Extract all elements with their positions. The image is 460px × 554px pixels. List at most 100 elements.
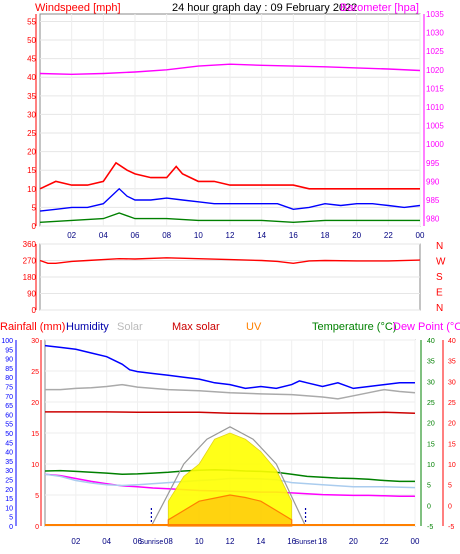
rain-tick-label: 20 (31, 400, 39, 407)
temperature-tick-label: 35 (427, 359, 435, 366)
top-series-line-1 (39, 187, 421, 212)
legend-dew-point: Dew Point (°C) (393, 321, 460, 333)
humidity-tick-label: 40 (5, 450, 13, 457)
temperature-tick-label: 30 (427, 379, 435, 386)
dew-point-tick-label: 30 (448, 379, 456, 386)
temperature-tick-label: 25 (427, 400, 435, 407)
legend-rainfall: Rainfall (mm) (0, 321, 65, 333)
top-chart-frame: 0510152025303540455055980985990995100010… (27, 10, 444, 240)
top-x-tick-label: 18 (321, 231, 330, 240)
compass-label: N (436, 241, 443, 252)
top-left-tick-label: 10 (27, 185, 36, 194)
top-left-tick-label: 45 (27, 55, 36, 64)
top-x-tick-label: 22 (384, 231, 393, 240)
humidity-tick-label: 55 (5, 422, 13, 429)
humidity-tick-label: 65 (5, 403, 13, 410)
top-x-tick-label: 12 (226, 231, 235, 240)
legend-uv: UV (246, 321, 262, 333)
sunrise-label: Sunrise (140, 539, 164, 546)
top-x-tick-label: 04 (99, 231, 108, 240)
humidity-tick-label: 60 (5, 412, 13, 419)
humidity-tick-label: 5 (9, 515, 13, 522)
dew-point-tick-label: 40 (448, 338, 456, 345)
legend-humidity: Humidity (66, 321, 109, 333)
chart-title: 24 hour graph day : 09 February 2022 (172, 2, 357, 14)
humidity-tick-label: 15 (5, 496, 13, 503)
bottom-x-tick-label: 08 (164, 537, 173, 546)
dew-point-tick-label: 0 (448, 503, 452, 510)
top-series-line-3 (39, 63, 421, 76)
sunset-label: Sunset (295, 539, 317, 546)
humidity-tick-label: 100 (1, 338, 13, 345)
temperature-tick-label: 15 (427, 441, 435, 448)
humidity-tick-label: 50 (5, 431, 13, 438)
dew-point-tick-label: 5 (448, 483, 452, 490)
title-left-axis: Windspeed [mph] (35, 2, 121, 14)
compass-label: W (436, 257, 446, 268)
top-right-tick-label: 1015 (426, 84, 444, 93)
compass-label: S (436, 272, 443, 283)
top-right-tick-label: 1000 (426, 140, 444, 149)
top-left-tick-label: 5 (32, 203, 37, 212)
top-left-tick-label: 35 (27, 92, 36, 101)
humidity-tick-label: 0 (9, 524, 13, 531)
bottom-x-tick-label: 22 (380, 537, 389, 546)
bottom-x-tick-label: 20 (349, 537, 358, 546)
humidity-tick-label: 75 (5, 385, 13, 392)
temperature-tick-label: 5 (427, 483, 431, 490)
humidity-tick-label: 80 (5, 375, 13, 382)
top-right-tick-label: 980 (426, 215, 440, 224)
direction-series-line-0 (39, 257, 421, 265)
dew-point-tick-label: -5 (448, 524, 454, 531)
top-right-tick-label: 1020 (426, 66, 444, 75)
top-series-line-2 (39, 212, 420, 224)
dew-point-tick-label: 10 (448, 462, 456, 469)
rain-tick-label: 30 (31, 338, 39, 345)
legend-solar: Solar (117, 321, 143, 333)
humidity-tick-label: 25 (5, 478, 13, 485)
top-left-tick-label: 55 (27, 17, 36, 26)
top-series-line-0 (39, 161, 420, 190)
dew-point-tick-label: 15 (448, 441, 456, 448)
top-left-tick-label: 40 (27, 73, 36, 82)
top-right-tick-label: 990 (426, 177, 440, 186)
top-right-tick-label: 995 (426, 159, 440, 168)
direction-tick-label: 360 (23, 240, 37, 249)
top-left-tick-label: 0 (32, 222, 37, 231)
top-x-tick-label: 06 (131, 231, 140, 240)
bottom-x-tick-label: 14 (256, 537, 265, 546)
temperature-tick-label: 10 (427, 462, 435, 469)
top-x-tick-label: 08 (162, 231, 171, 240)
top-right-tick-label: 1025 (426, 47, 444, 56)
direction-tick-label: 270 (23, 257, 37, 266)
humidity-tick-label: 45 (5, 440, 13, 447)
bottom-chart-frame: 0510152025303540455055606570758085909510… (1, 338, 456, 546)
bottom-x-tick-label: 06 (133, 537, 142, 546)
dew-point-tick-label: 20 (448, 421, 456, 428)
max-solar-line (150, 426, 307, 527)
top-x-tick-label: 10 (194, 231, 203, 240)
bottom-series-line-5 (45, 411, 416, 415)
top-x-tick-label: 00 (416, 231, 425, 240)
top-x-tick-label: 20 (352, 231, 361, 240)
top-left-tick-label: 15 (27, 166, 36, 175)
compass-label: E (436, 288, 443, 299)
humidity-tick-label: 35 (5, 459, 13, 466)
top-x-tick-label: 14 (257, 231, 266, 240)
humidity-tick-label: 10 (5, 505, 13, 512)
humidity-tick-label: 90 (5, 357, 13, 364)
rain-tick-label: 25 (31, 369, 39, 376)
bottom-x-tick-label: 02 (71, 537, 80, 546)
top-left-tick-label: 30 (27, 110, 36, 119)
bottom-x-tick-label: 12 (226, 537, 235, 546)
top-left-tick-label: 25 (27, 129, 36, 138)
humidity-tick-label: 85 (5, 366, 13, 373)
bottom-x-tick-label: 00 (411, 537, 420, 546)
humidity-tick-label: 95 (5, 347, 13, 354)
temperature-tick-label: 0 (427, 503, 431, 510)
top-right-tick-label: 1035 (426, 10, 444, 19)
temperature-tick-label: 20 (427, 421, 435, 428)
legend-temperature: Temperature (°C) (312, 321, 396, 333)
